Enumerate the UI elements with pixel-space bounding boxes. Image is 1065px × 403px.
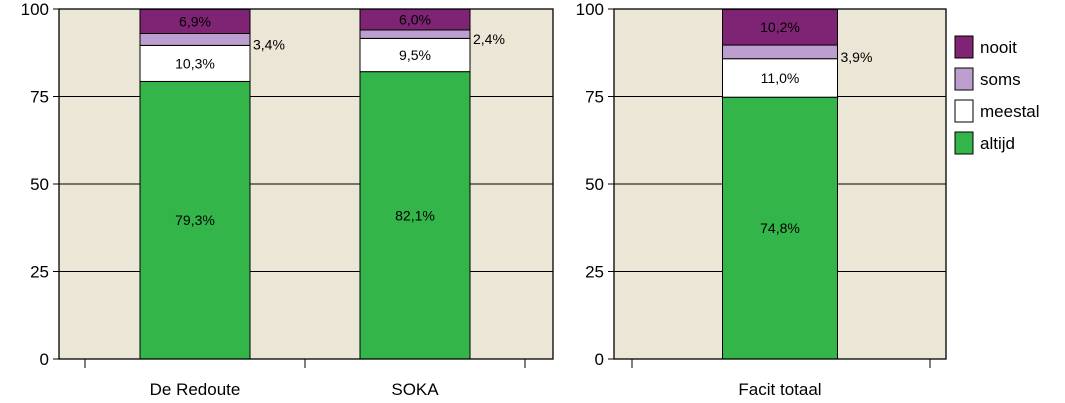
bar-segment-meestal — [139, 44, 251, 82]
y-tick-label: 75 — [585, 88, 604, 107]
bar-segment-soms — [359, 29, 471, 39]
data-label-soms: 2,4% — [473, 31, 505, 47]
data-label-altijd: 74,8% — [760, 220, 800, 236]
legend-label-nooit: nooit — [980, 38, 1017, 57]
category-label: SOKA — [391, 380, 439, 399]
category-label: Facit totaal — [738, 380, 821, 399]
legend-swatch-meestal — [954, 99, 974, 123]
bar-segment-nooit — [139, 8, 251, 34]
data-label-meestal: 11,0% — [761, 70, 800, 86]
legend-label-altijd: altijd — [980, 134, 1015, 153]
data-label-soms: 3,9% — [841, 49, 873, 65]
y-tick-label: 50 — [30, 175, 49, 194]
data-label-nooit: 6,0% — [399, 12, 431, 28]
data-label-soms: 3,4% — [253, 36, 285, 52]
bar-segment-soms — [722, 44, 838, 60]
chart-panel-1: 0 25 50 75 100 79,3% 10,3% 3,4% 6,9% 82,1% 9,5% 2,4… — [21, 0, 554, 399]
data-label-meestal: 10,3% — [175, 55, 215, 71]
y-tick-label: 25 — [585, 263, 604, 282]
y-tick-label: 0 — [40, 350, 49, 369]
legend-label-soms: soms — [980, 70, 1021, 89]
plot-border — [613, 8, 947, 360]
y-tick-label: 50 — [585, 175, 604, 194]
legend-swatch-soms — [954, 67, 974, 91]
data-label-altijd: 82,1% — [395, 207, 435, 223]
plot-border — [58, 8, 554, 360]
bar-segment-meestal — [359, 37, 471, 73]
category-label: De Redoute — [150, 380, 241, 399]
data-label-nooit: 10,2% — [760, 19, 800, 35]
legend: nooit soms meestal altijd — [954, 35, 1040, 155]
y-tick-label: 100 — [21, 0, 49, 19]
bar-segment-soms — [139, 33, 251, 46]
bar-segment-altijd — [139, 80, 251, 360]
y-tick-label: 100 — [576, 0, 604, 19]
y-tick-label: 75 — [30, 88, 49, 107]
bar-segment-altijd — [722, 96, 838, 360]
legend-label-meestal: meestal — [980, 102, 1040, 121]
chart-panel-2: 0 25 50 75 100 74,8% 11,0% 3,9% 10,2% Facit totaa… — [576, 0, 947, 399]
y-tick-label: 25 — [30, 263, 49, 282]
bar-segment-nooit — [722, 8, 838, 46]
data-label-nooit: 6,9% — [179, 13, 211, 29]
bar-segment-altijd — [359, 71, 471, 360]
legend-swatch-nooit — [954, 35, 974, 59]
data-label-altijd: 79,3% — [175, 212, 215, 228]
y-tick-label: 0 — [595, 350, 604, 369]
legend-swatch-altijd — [954, 131, 974, 155]
data-label-meestal: 9,5% — [399, 47, 431, 63]
bar-segment-meestal — [722, 58, 838, 98]
